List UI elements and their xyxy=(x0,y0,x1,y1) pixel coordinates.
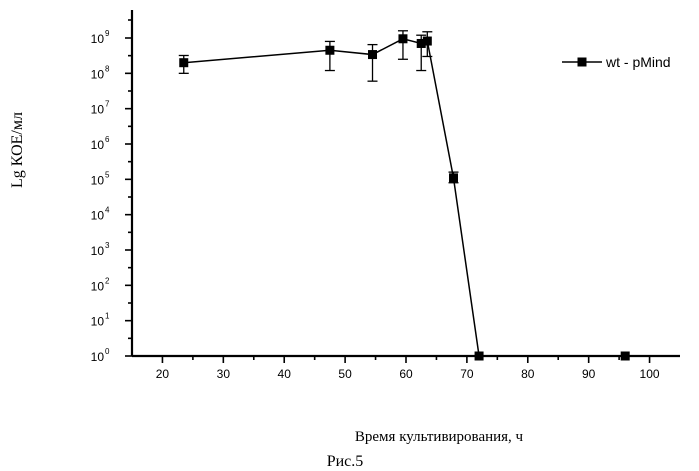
x-tick-label: 70 xyxy=(460,367,474,381)
y-tick-exponent: 2 xyxy=(105,276,110,285)
y-ticks: 100101102103104105106107108109 xyxy=(91,20,132,364)
y-tick-exponent: 0 xyxy=(105,347,110,356)
x-tick-label: 30 xyxy=(217,367,231,381)
y-tick-exponent: 4 xyxy=(105,206,110,215)
legend-marker xyxy=(578,58,587,67)
y-tick-exponent: 9 xyxy=(105,29,110,38)
figure-caption: Рис.5 xyxy=(327,453,364,470)
legend: wt - pMind xyxy=(562,54,671,70)
data-point-marker xyxy=(398,34,407,43)
y-tick-label: 10 xyxy=(91,103,105,117)
y-axis-label: Lg КОЕ/мл xyxy=(9,112,26,188)
x-axis-label: Время культивирования, ч xyxy=(355,429,524,445)
data-point-marker xyxy=(475,352,484,361)
y-tick-label: 10 xyxy=(91,209,105,223)
y-tick-exponent: 6 xyxy=(105,135,110,144)
data-point-marker xyxy=(449,173,458,182)
x-tick-label: 80 xyxy=(521,367,535,381)
y-tick-label: 10 xyxy=(91,138,105,152)
x-tick-label: 20 xyxy=(156,367,170,381)
series-line xyxy=(184,39,625,356)
series-layer xyxy=(179,31,630,361)
y-tick-label: 10 xyxy=(91,279,105,293)
x-tick-label: 100 xyxy=(640,367,660,381)
y-tick-label: 10 xyxy=(91,315,105,329)
data-point-marker xyxy=(179,58,188,67)
data-point-marker xyxy=(621,352,630,361)
y-tick-label: 10 xyxy=(91,32,105,46)
y-tick-exponent: 7 xyxy=(105,100,110,109)
x-ticks: 20 30 40 50 60 70 80 90 100 xyxy=(156,356,660,381)
legend-label: wt - pMind xyxy=(605,54,671,70)
data-point-marker xyxy=(368,50,377,59)
x-tick-label: 40 xyxy=(278,367,292,381)
y-tick-exponent: 3 xyxy=(105,241,110,250)
y-tick-label: 10 xyxy=(91,350,105,364)
y-tick-exponent: 8 xyxy=(105,64,110,73)
y-tick-label: 10 xyxy=(91,244,105,258)
y-tick-label: 10 xyxy=(91,173,105,187)
x-tick-label: 50 xyxy=(338,367,352,381)
x-tick-label: 90 xyxy=(582,367,596,381)
y-tick-exponent: 5 xyxy=(105,170,110,179)
x-tick-label: 60 xyxy=(399,367,413,381)
data-point-marker xyxy=(423,37,432,46)
y-tick-exponent: 1 xyxy=(105,312,110,321)
y-tick-label: 10 xyxy=(91,67,105,81)
data-point-marker xyxy=(325,46,334,55)
